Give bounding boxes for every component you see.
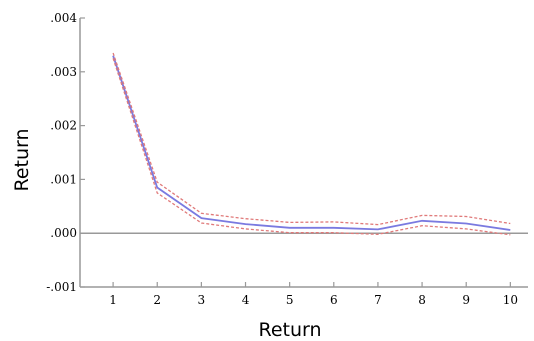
- confidence-band-line: [112, 52, 511, 226]
- y-tick-label: .002: [50, 119, 77, 133]
- x-tick-label: 4: [242, 293, 250, 307]
- x-tick-label: 3: [198, 293, 206, 307]
- x-axis-title: Return: [258, 319, 321, 341]
- x-tick-label: 8: [418, 293, 426, 307]
- y-tick-label: -.001: [46, 280, 77, 294]
- x-tick-label: 1: [109, 293, 117, 307]
- y-axis-title: Return: [11, 128, 33, 191]
- x-tick-label: 10: [503, 293, 518, 307]
- x-tick-label: 6: [330, 293, 338, 307]
- axes: [79, 18, 528, 288]
- x-tick-label: 2: [153, 293, 161, 307]
- y-tick-label: .004: [50, 11, 77, 25]
- y-axis-ticks: -.001 .000 .001 .002 .003 .004: [46, 11, 85, 294]
- confidence-band-line: [112, 58, 511, 236]
- y-tick-label: .001: [50, 172, 77, 186]
- y-tick-label: .003: [50, 65, 77, 79]
- series-group: [112, 52, 511, 236]
- x-tick-label: 9: [462, 293, 470, 307]
- y-tick-label: .000: [50, 226, 77, 240]
- x-tick-label: 5: [286, 293, 294, 307]
- response-line: [112, 55, 511, 231]
- x-axis-ticks: 1 2 3 4 5 6 7 8 9 10: [109, 282, 518, 307]
- x-tick-label: 7: [374, 293, 382, 307]
